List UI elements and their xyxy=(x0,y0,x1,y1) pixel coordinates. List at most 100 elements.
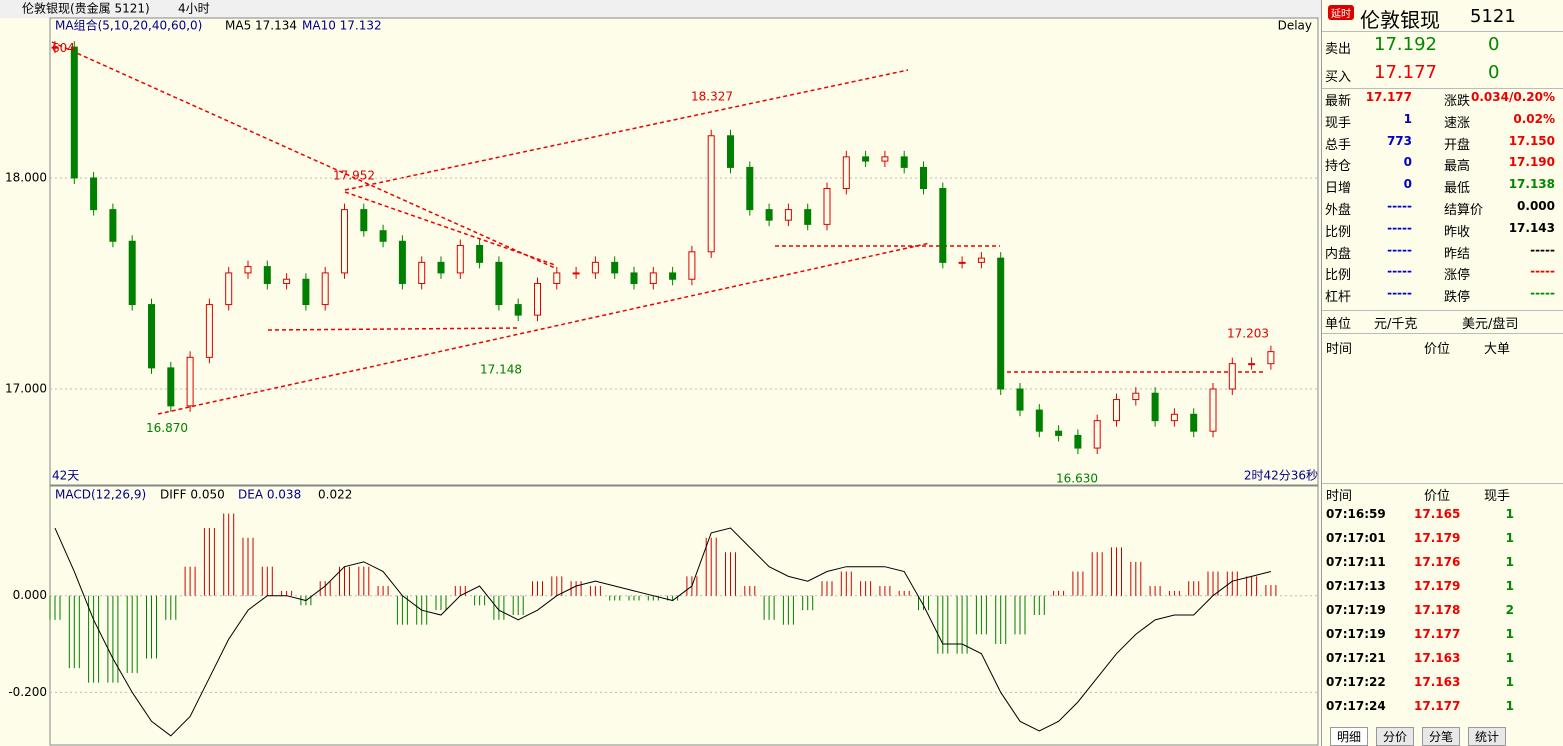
candle xyxy=(707,135,715,253)
unit-label: 单位 xyxy=(1325,317,1352,332)
divider xyxy=(1322,310,1563,311)
candle xyxy=(977,257,985,263)
candle xyxy=(920,166,927,190)
tick-time: 07:17:22 xyxy=(1326,675,1386,689)
stat-label: 比例 xyxy=(1325,268,1352,284)
stat-label: 昨收 xyxy=(1444,224,1471,240)
candle xyxy=(958,261,966,264)
candle xyxy=(128,240,136,306)
stat-value: ----- xyxy=(1530,264,1555,279)
candle xyxy=(939,188,947,263)
stat-value: 773 xyxy=(1386,133,1412,148)
candle xyxy=(51,46,59,49)
candle xyxy=(418,261,426,284)
book-price: 17.177 xyxy=(1374,62,1437,83)
stat-value: 0 xyxy=(1403,177,1412,192)
candle xyxy=(862,156,870,162)
candle xyxy=(263,266,271,284)
stat-value: 17.190 xyxy=(1508,155,1555,170)
chart: 伦敦银现(贵金属 5121) 4小时 MA组合(5,10,20,40,60,0)… xyxy=(0,0,1321,746)
stat-label: 外盘 xyxy=(1325,203,1352,218)
price-annotation: 604 xyxy=(52,41,75,55)
candle xyxy=(784,209,792,221)
divider xyxy=(1322,31,1563,32)
candle xyxy=(167,367,175,407)
ma10: MA10 17.132 xyxy=(302,19,382,33)
book-label: 买入 xyxy=(1325,70,1352,85)
candle xyxy=(476,244,484,263)
tick-price: 17.176 xyxy=(1414,555,1461,569)
price-annotation: 18.327 xyxy=(691,89,733,103)
dea-label: DEA 0.038 xyxy=(238,488,301,502)
tick-volume: 1 xyxy=(1505,555,1514,569)
symbol-title: 伦敦银现(贵金属 5121) xyxy=(22,1,150,16)
candle xyxy=(649,272,657,284)
stat-label: 杠杆 xyxy=(1325,290,1352,306)
footer-right: 2时42分36秒 xyxy=(1244,469,1318,483)
candle xyxy=(591,261,599,274)
candle xyxy=(205,304,213,358)
stat-value: 0.034/0.20% xyxy=(1471,90,1555,104)
stat-value: ----- xyxy=(1387,220,1412,235)
quote-name: 伦敦银现 xyxy=(1360,8,1440,32)
stat-value: 0 xyxy=(1403,155,1412,170)
candle xyxy=(1016,388,1024,411)
column-header: 时间 xyxy=(1326,489,1353,504)
unit-option[interactable]: 美元/盘司 xyxy=(1462,317,1519,332)
stat-value: 0.02% xyxy=(1513,111,1555,126)
candle xyxy=(148,304,155,369)
column-header: 时间 xyxy=(1326,342,1353,357)
stat-label: 涨跌 xyxy=(1444,94,1471,109)
candle xyxy=(302,278,310,306)
stat-value: 1 xyxy=(1403,111,1412,126)
price-annotation: 16.870 xyxy=(146,421,188,435)
diff-label: DIFF 0.050 xyxy=(160,488,225,502)
column-header: 大单 xyxy=(1484,342,1511,357)
candle xyxy=(1228,363,1236,390)
trend-lines xyxy=(51,41,1265,415)
candle xyxy=(90,177,98,211)
stat-value: ----- xyxy=(1387,286,1412,301)
title-bar xyxy=(0,0,1321,18)
stat-label: 开盘 xyxy=(1444,137,1471,153)
candle xyxy=(283,278,291,284)
tab[interactable]: 明细 xyxy=(1330,727,1369,746)
footer-left: 42天 xyxy=(52,469,79,483)
tick-time: 07:17:19 xyxy=(1326,603,1386,617)
stat-label: 涨停 xyxy=(1444,268,1471,284)
candle xyxy=(1113,399,1120,422)
tick-time: 07:17:21 xyxy=(1326,651,1386,665)
stat-label: 跌停 xyxy=(1444,290,1471,306)
candle xyxy=(572,272,580,275)
stat-label: 现手 xyxy=(1325,115,1352,131)
tab[interactable]: 统计 xyxy=(1468,727,1507,746)
candle xyxy=(321,272,329,306)
period[interactable]: 4小时 xyxy=(178,2,210,16)
candle xyxy=(746,166,754,211)
price-annotation: 17.148 xyxy=(480,362,522,376)
tick-price: 17.179 xyxy=(1414,531,1461,545)
candle xyxy=(553,272,561,284)
tab[interactable]: 分价 xyxy=(1376,727,1415,746)
tick-volume: 1 xyxy=(1505,627,1514,641)
quote-panel: 延时 伦敦银现 5121 卖出 17.192 0 买入 17.177 0 最新 17.177 涨跌 0.… xyxy=(1321,0,1563,746)
candle xyxy=(360,209,368,232)
stat-label: 内盘 xyxy=(1325,246,1352,262)
tab[interactable]: 分笔 xyxy=(1422,727,1461,746)
macd-value: 0.022 xyxy=(318,488,352,502)
macd-label: MACD(12,26,9) xyxy=(55,488,146,502)
tick-price: 17.165 xyxy=(1414,507,1461,521)
tick-volume: 1 xyxy=(1505,507,1514,521)
y-tick-label: 18.000 xyxy=(5,170,47,184)
price-panel xyxy=(49,17,1319,486)
tick-price: 17.177 xyxy=(1414,699,1461,713)
candle xyxy=(765,209,773,221)
tick-price: 17.163 xyxy=(1414,675,1461,689)
y-tick-label: 17.000 xyxy=(5,381,47,395)
y-tick-label: -0.200 xyxy=(8,685,47,699)
candle xyxy=(1248,363,1256,366)
candle xyxy=(1074,434,1082,449)
stat-value: ----- xyxy=(1387,242,1412,257)
candle xyxy=(997,257,1005,390)
